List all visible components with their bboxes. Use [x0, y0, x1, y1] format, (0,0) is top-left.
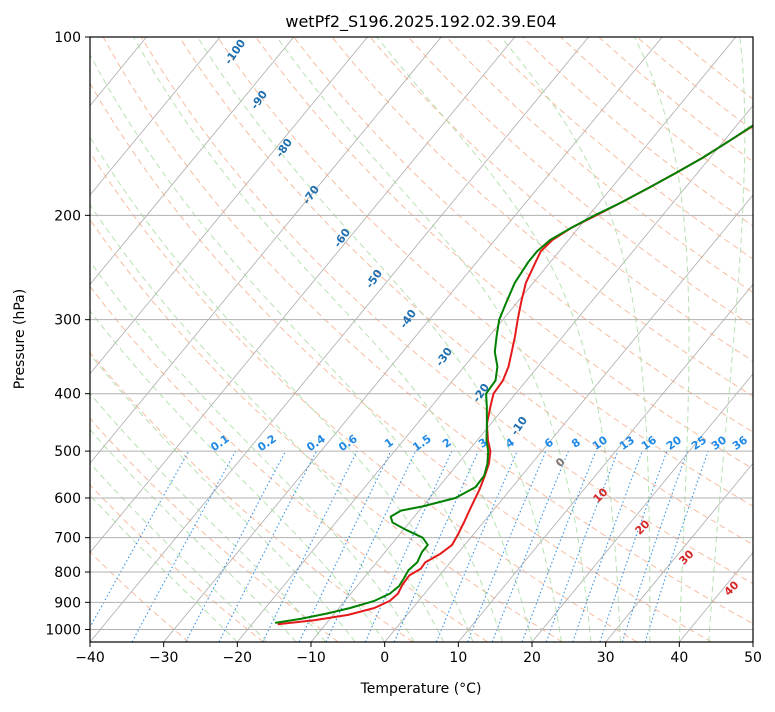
x-tick-label: 30	[597, 650, 615, 666]
x-tick-label: −40	[75, 650, 105, 666]
y-tick-label: 100	[54, 30, 81, 46]
x-tick-label: −20	[223, 650, 253, 666]
y-axis-label: Pressure (hPa)	[12, 289, 28, 389]
y-tick-label: 200	[54, 208, 81, 224]
y-tick-label: 500	[54, 444, 81, 460]
chart-title: wetPf2_S196.2025.192.02.39.E04	[285, 12, 556, 32]
x-tick-label: 50	[744, 650, 762, 666]
y-tick-label: 700	[54, 531, 81, 547]
y-tick-label: 1000	[45, 622, 81, 638]
y-tick-label: 300	[54, 313, 81, 329]
x-tick-label: 40	[670, 650, 688, 666]
x-tick-label: −10	[296, 650, 326, 666]
x-tick-label: −30	[149, 650, 179, 666]
x-tick-label: 20	[523, 650, 541, 666]
y-tick-label: 900	[54, 595, 81, 611]
y-tick-label: 400	[54, 387, 81, 403]
x-tick-label: 10	[449, 650, 467, 666]
y-tick-label: 600	[54, 491, 81, 507]
y-tick-label: 800	[54, 565, 81, 581]
x-tick-label: 0	[380, 650, 389, 666]
x-axis-label: Temperature (°C)	[360, 681, 482, 697]
